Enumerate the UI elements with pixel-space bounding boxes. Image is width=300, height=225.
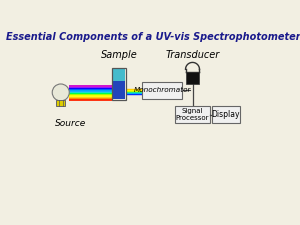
Bar [176,106,210,123]
Text: Essential Components of a UV-vis Spectrophotometer: Essential Components of a UV-vis Spectro… [7,32,300,42]
Text: Monochromator: Monochromator [134,87,191,93]
Bar [56,100,65,106]
Text: Sample: Sample [100,50,137,60]
Text: Source: Source [55,119,86,128]
Bar [212,106,240,123]
Bar [113,69,125,81]
Bar [142,82,182,99]
Text: Signal
Processor: Signal Processor [176,108,209,121]
Bar [112,68,126,100]
Circle shape [52,84,69,101]
Text: Transducer: Transducer [165,50,220,60]
Bar [113,81,125,99]
Bar [185,72,200,84]
Text: Display: Display [212,110,240,119]
